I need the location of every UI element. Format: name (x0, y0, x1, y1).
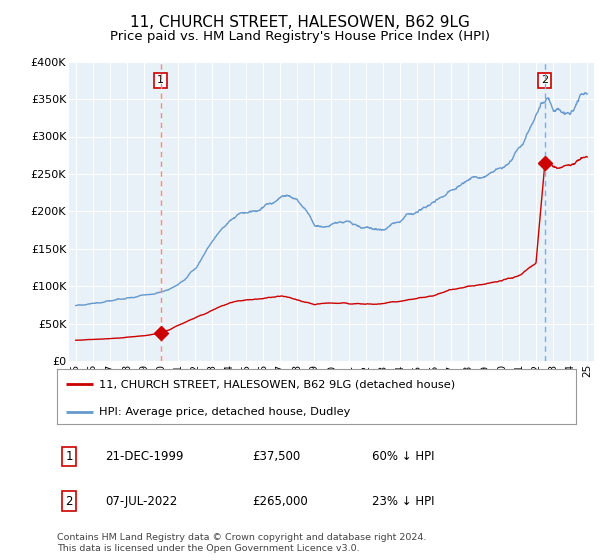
Text: 60% ↓ HPI: 60% ↓ HPI (372, 450, 434, 463)
Text: Price paid vs. HM Land Registry's House Price Index (HPI): Price paid vs. HM Land Registry's House … (110, 30, 490, 44)
Text: 1: 1 (157, 76, 164, 85)
Text: 21-DEC-1999: 21-DEC-1999 (105, 450, 184, 463)
Text: 11, CHURCH STREET, HALESOWEN, B62 9LG: 11, CHURCH STREET, HALESOWEN, B62 9LG (130, 15, 470, 30)
Text: 1: 1 (65, 450, 73, 463)
Text: £265,000: £265,000 (252, 494, 308, 508)
Text: 2: 2 (541, 76, 548, 85)
Text: HPI: Average price, detached house, Dudley: HPI: Average price, detached house, Dudl… (98, 407, 350, 417)
Text: 23% ↓ HPI: 23% ↓ HPI (372, 494, 434, 508)
Text: Contains HM Land Registry data © Crown copyright and database right 2024.
This d: Contains HM Land Registry data © Crown c… (57, 533, 427, 553)
Text: 2: 2 (65, 494, 73, 508)
Text: £37,500: £37,500 (252, 450, 300, 463)
Text: 07-JUL-2022: 07-JUL-2022 (105, 494, 177, 508)
Text: 11, CHURCH STREET, HALESOWEN, B62 9LG (detached house): 11, CHURCH STREET, HALESOWEN, B62 9LG (d… (98, 380, 455, 389)
